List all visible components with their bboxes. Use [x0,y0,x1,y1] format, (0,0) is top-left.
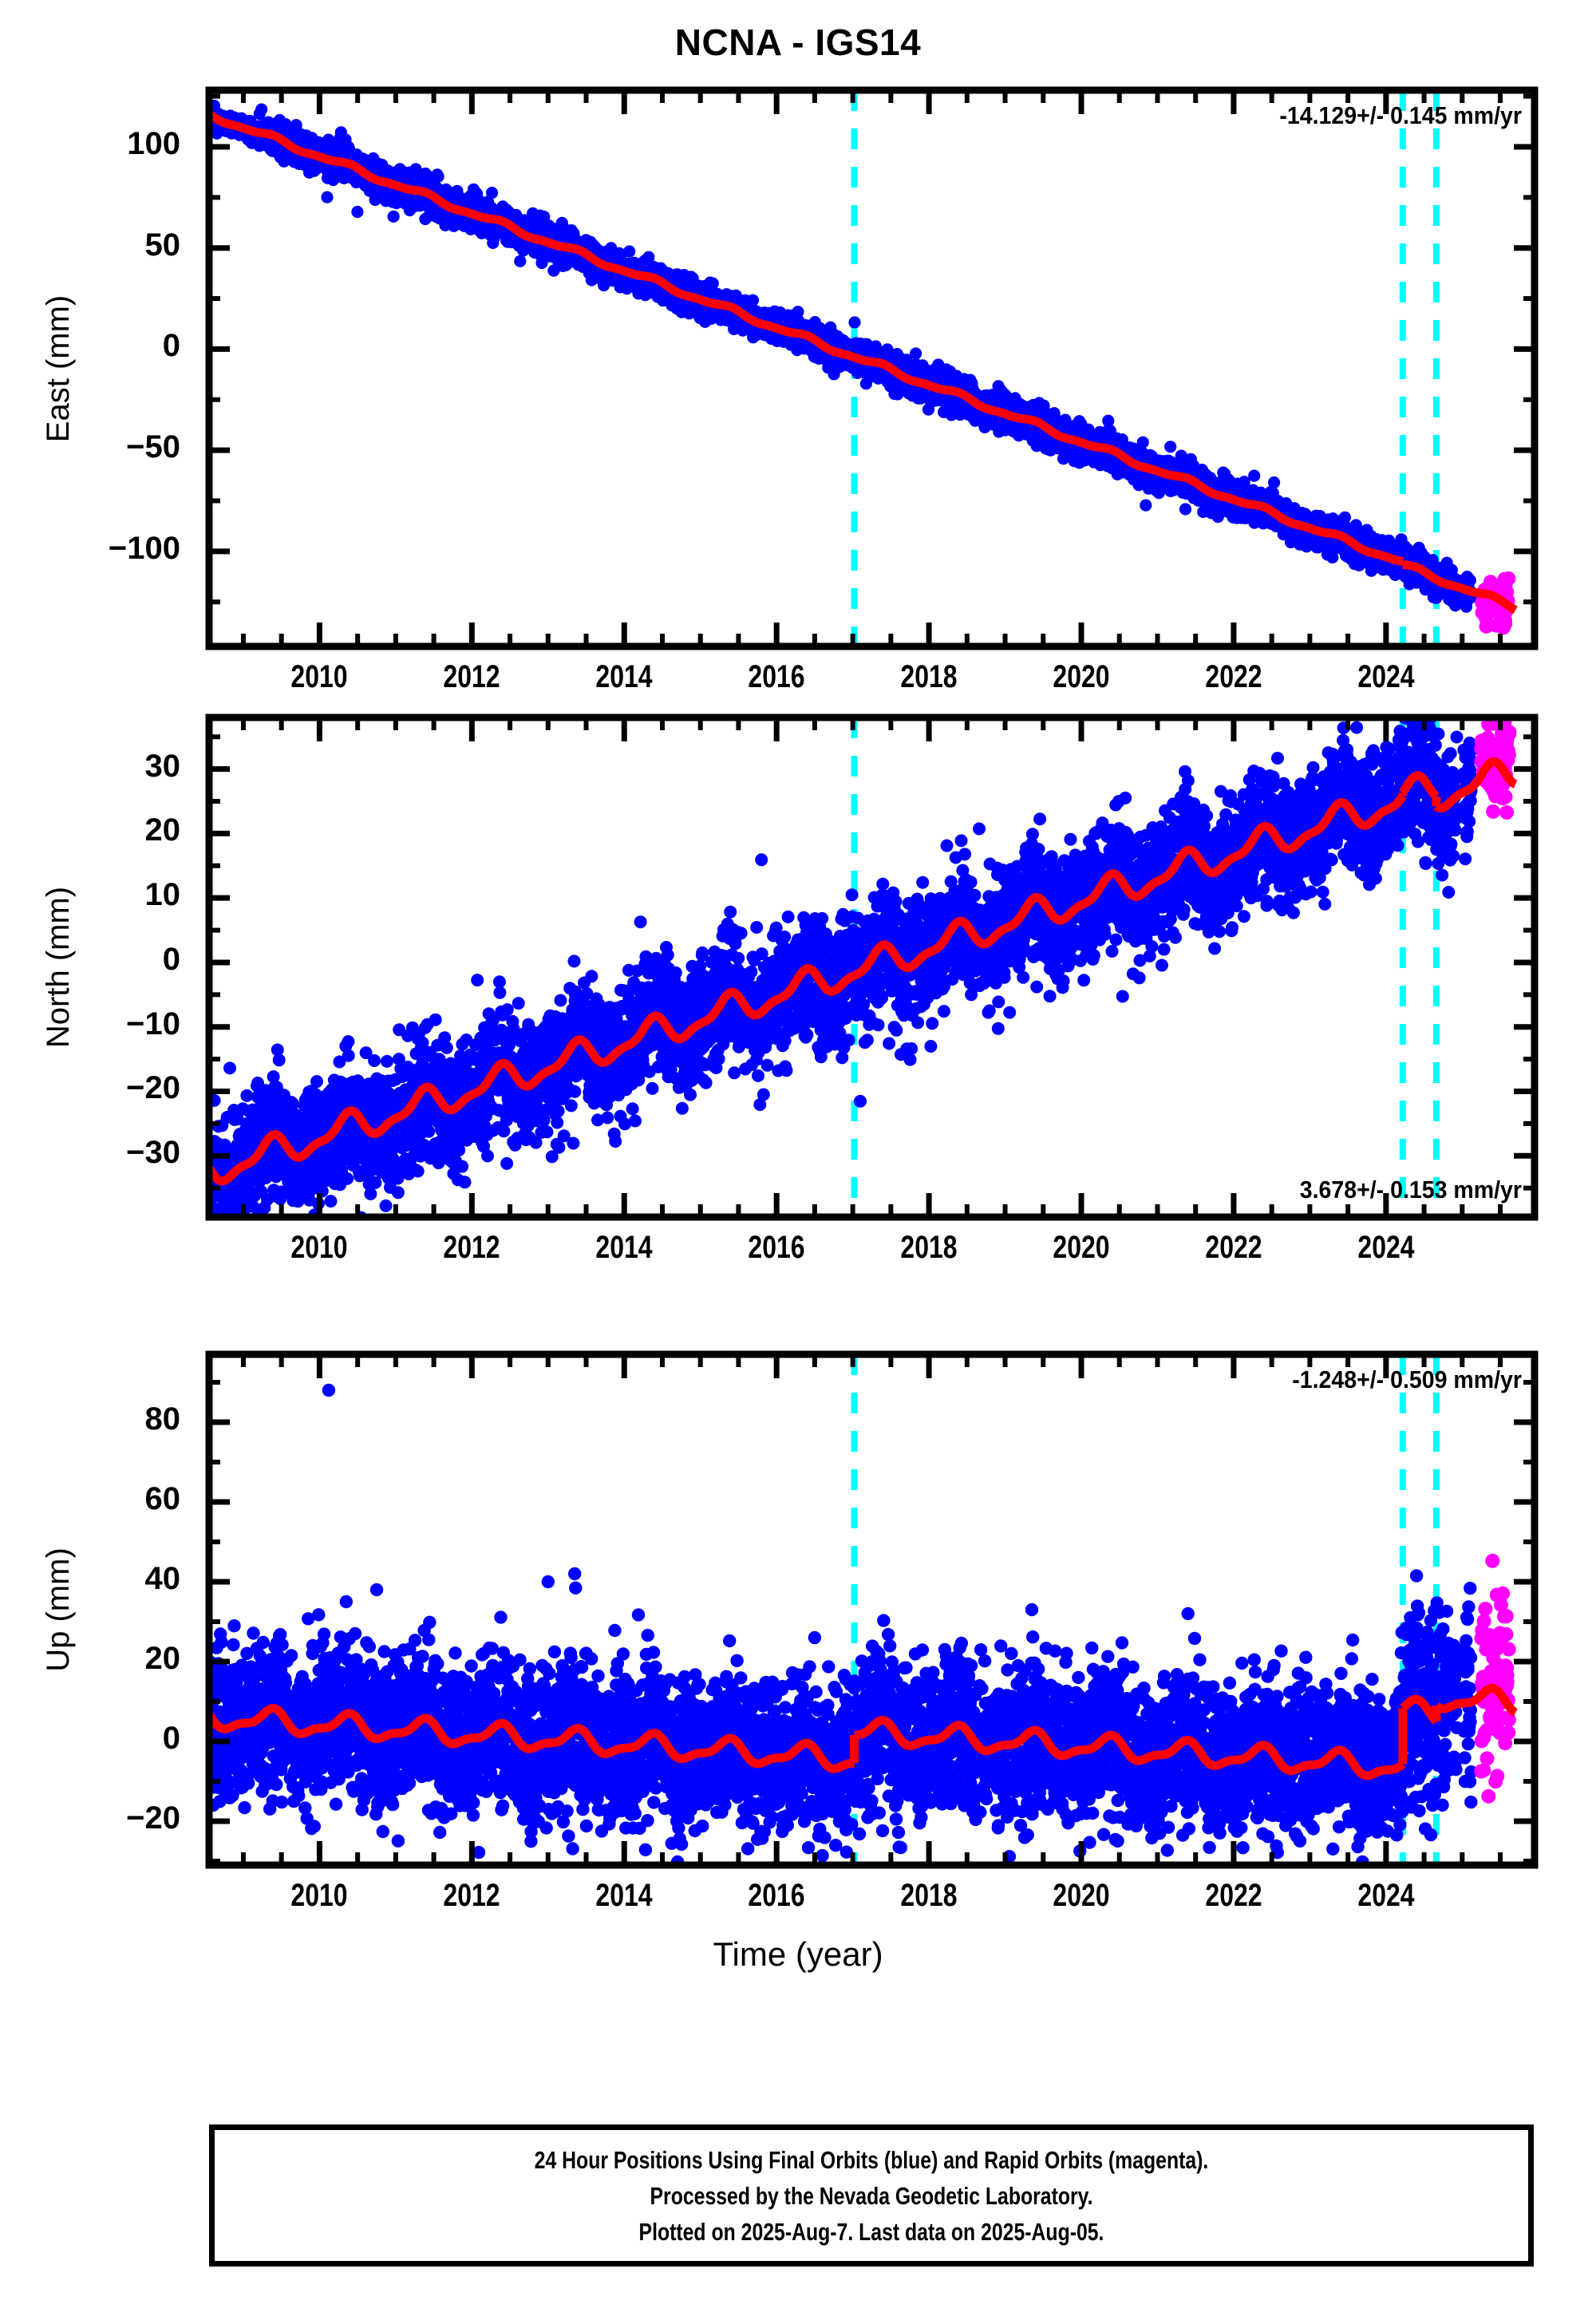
caption-text: 24 Hour Positions Using Final Orbits (bl… [215,2146,1528,2247]
x-tick-label: 2024 [1322,1230,1450,1266]
x-tick-label: 2016 [713,1878,840,1914]
plot-frame [209,1354,1535,1865]
caption-line-1: 24 Hour Positions Using Final Orbits (bl… [346,2146,1397,2175]
y-tick-label: 60 [61,1481,180,1517]
rapid-orbit-points [1474,1554,1516,1804]
x-tick-label: 2016 [713,659,840,695]
caption-box: 24 Hour Positions Using Final Orbits (bl… [209,2124,1534,2267]
caption-line-3: Plotted on 2025-Aug-7. Last data on 2025… [346,2218,1397,2247]
x-tick-label: 2024 [1322,1878,1450,1914]
x-tick-label: 2020 [1017,659,1145,695]
x-tick-label: 2024 [1322,659,1450,695]
x-tick-label: 2022 [1170,1878,1298,1914]
data-layer-up [203,1354,1516,1909]
y-tick-label: 50 [61,227,180,263]
x-tick-label: 2018 [865,1230,993,1266]
y-tick-label: 20 [61,1641,180,1677]
final-orbit-points [203,711,1478,1257]
y-tick-label: 0 [61,942,180,978]
y-tick-label: 100 [61,126,180,162]
rate-annotation-north: 3.678+/- 0.153 mm/yr [861,1176,1522,1204]
y-tick-label: 0 [61,1721,180,1757]
x-tick-label: 2018 [865,1878,993,1914]
axis-frame-up [209,1354,1535,1865]
x-tick-label: 2022 [1170,1230,1298,1266]
x-tick-label: 2010 [255,1230,383,1266]
model-fit-line [1436,1689,1515,1713]
model-fit-line [209,969,855,1181]
model-fit-line [855,1721,1403,1776]
x-tick-label: 2020 [1017,1230,1145,1266]
x-tick-label: 2022 [1170,659,1298,695]
y-axis-label-east: East (mm) [41,294,77,441]
x-tick-label: 2010 [255,1878,383,1914]
model-fit-line [1403,1699,1436,1721]
model-fit-line [1403,776,1436,796]
data-layer-north [203,688,1516,1257]
axis-frame-north [209,717,1535,1217]
y-axis-label-up: Up (mm) [41,1547,77,1672]
x-tick-label: 2020 [1017,1878,1145,1914]
y-tick-label: −20 [61,1070,180,1106]
x-tick-label: 2010 [255,659,383,695]
x-tick-label: 2012 [408,1878,535,1914]
y-tick-label: −100 [61,531,180,567]
x-tick-label: 2014 [560,1230,688,1266]
y-tick-label: 40 [61,1561,180,1597]
x-tick-label: 2012 [408,1230,535,1266]
x-tick-label: 2018 [865,659,993,695]
data-layer-east [204,90,1516,646]
model-fit-line [855,358,1403,562]
x-tick-label: 2014 [560,1878,688,1914]
x-tick-label: 2014 [560,659,688,695]
caption-line-2: Processed by the Nevada Geodetic Laborat… [346,2182,1397,2211]
model-fit-line [1436,580,1515,611]
model-fit-line [1403,564,1436,579]
model-fit-line [209,114,855,358]
figure-title: NCNA - IGS14 [0,21,1596,64]
y-tick-label: −10 [61,1006,180,1042]
x-tick-label: 2012 [408,659,535,695]
rate-annotation-east: -14.129+/- 0.145 mm/yr [861,101,1522,130]
y-tick-label: 10 [61,877,180,913]
model-fit-line [855,796,1403,975]
y-tick-label: 30 [61,749,180,785]
y-tick-label: −50 [61,429,180,465]
y-tick-label: 0 [61,328,180,364]
rapid-orbit-points [1474,688,1516,820]
y-axis-label-north: North (mm) [41,887,77,1048]
y-tick-label: 80 [61,1401,180,1437]
rate-annotation-up: -1.248+/- 0.509 mm/yr [861,1365,1522,1394]
plot-frame [209,717,1535,1217]
model-fit-line [1436,761,1515,808]
x-axis-label: Time (year) [0,1935,1596,1974]
plot-frame [209,90,1535,646]
y-tick-label: −20 [61,1800,180,1836]
y-tick-label: −30 [61,1135,180,1171]
x-tick-label: 2016 [713,1230,840,1266]
final-orbit-points [204,100,1478,613]
model-fit-line [209,1709,855,1769]
axis-frame-east [209,90,1535,646]
rapid-orbit-points [1475,571,1515,635]
y-tick-label: 20 [61,812,180,848]
final-orbit-points [203,1384,1478,1909]
